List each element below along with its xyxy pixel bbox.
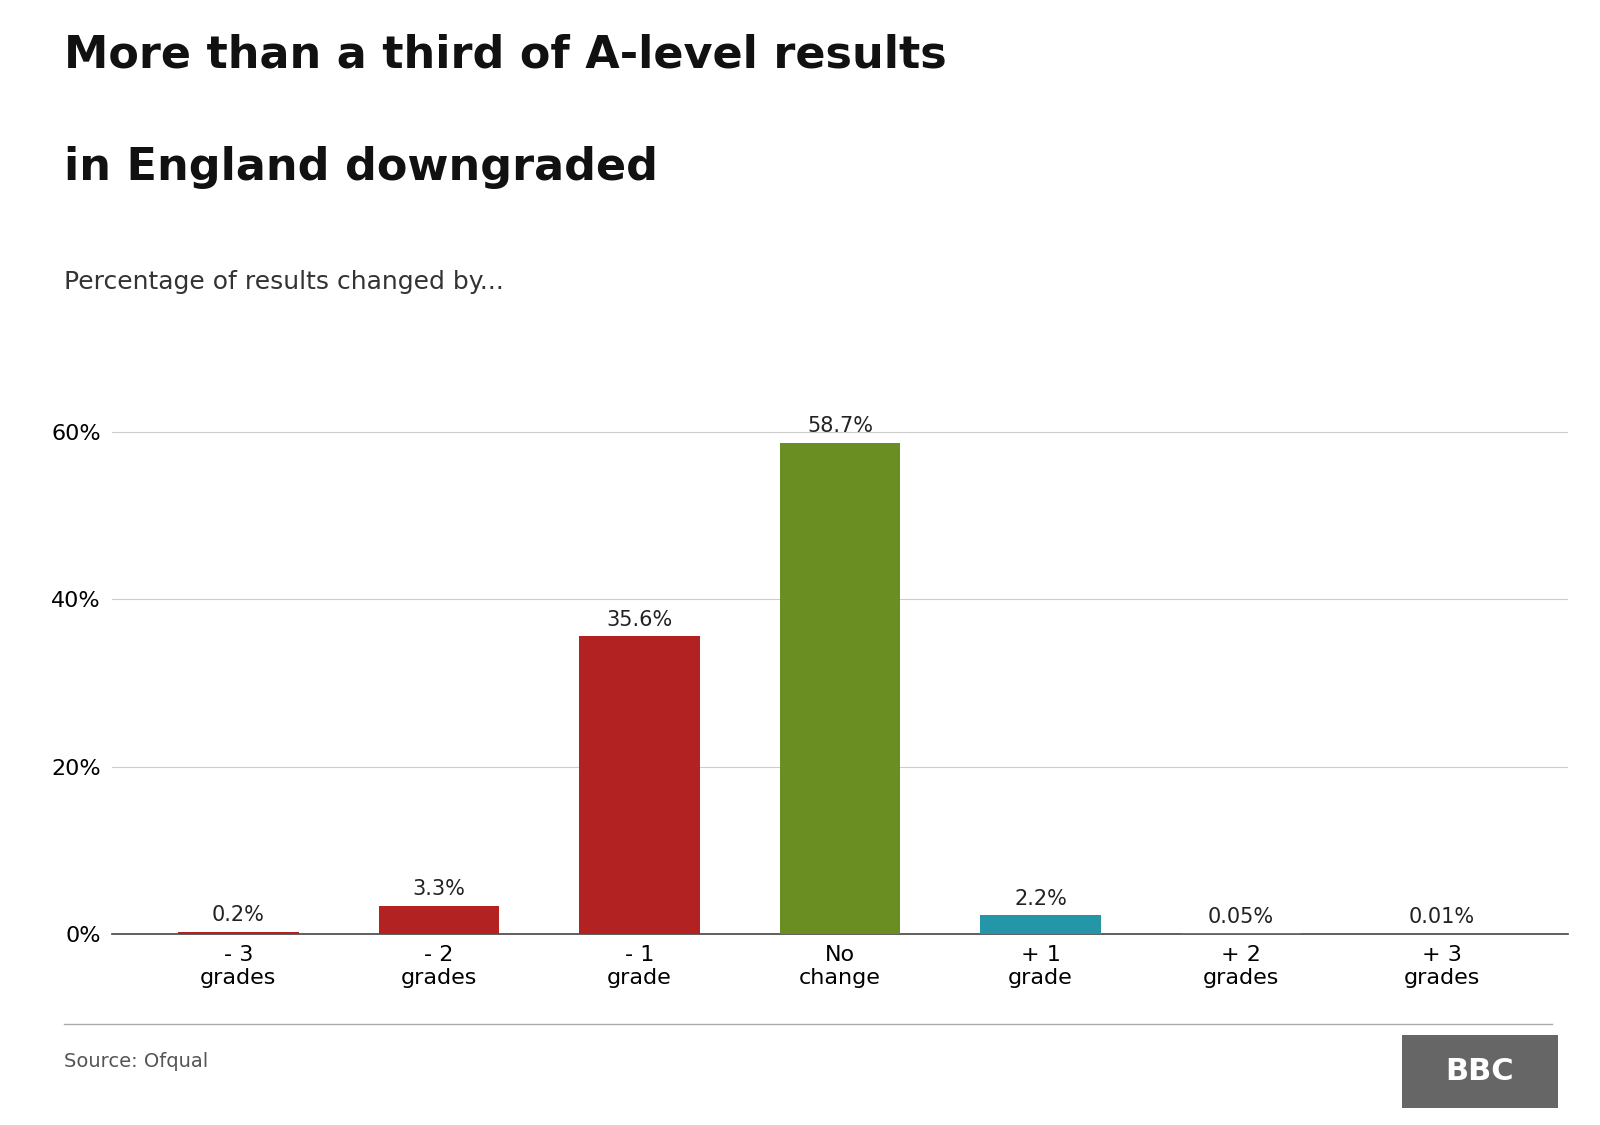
Text: 0.2%: 0.2% xyxy=(211,906,264,926)
Text: 2.2%: 2.2% xyxy=(1014,889,1067,909)
Text: in England downgraded: in England downgraded xyxy=(64,146,658,189)
Bar xyxy=(981,916,1101,934)
Text: 58.7%: 58.7% xyxy=(806,416,874,436)
Text: Percentage of results changed by...: Percentage of results changed by... xyxy=(64,270,504,294)
Text: 35.6%: 35.6% xyxy=(606,610,672,630)
Text: 0.05%: 0.05% xyxy=(1208,907,1274,927)
Text: 3.3%: 3.3% xyxy=(413,880,466,900)
Text: BBC: BBC xyxy=(1446,1058,1514,1086)
Bar xyxy=(579,637,699,934)
Bar xyxy=(178,933,299,934)
Text: Source: Ofqual: Source: Ofqual xyxy=(64,1052,208,1071)
Bar xyxy=(779,443,901,934)
Bar xyxy=(379,906,499,934)
Text: More than a third of A-level results: More than a third of A-level results xyxy=(64,34,947,76)
Text: 0.01%: 0.01% xyxy=(1408,907,1475,927)
